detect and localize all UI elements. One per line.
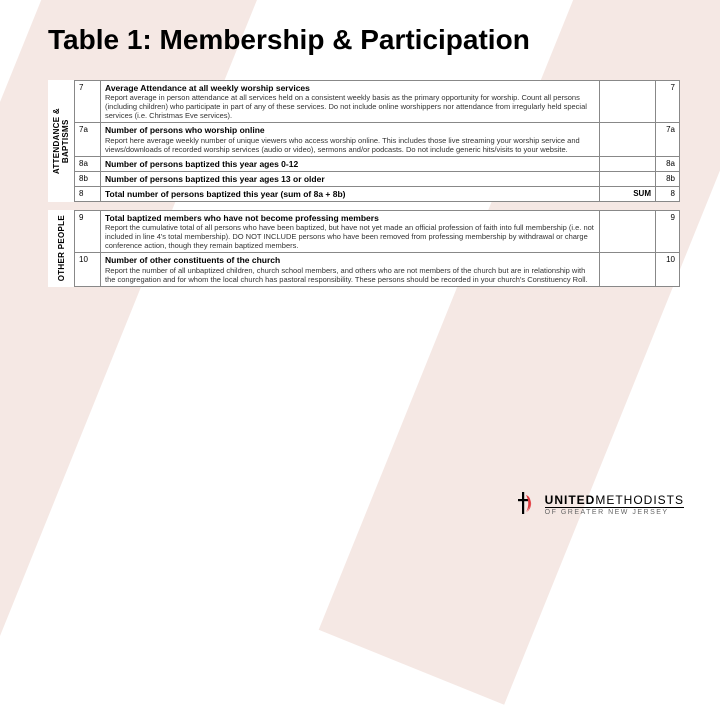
row-number-right: 7a [656,123,680,156]
row-number-right: 10 [656,253,680,286]
table-row: 10 Number of other constituents of the ch… [75,253,680,286]
row-value-cell [600,123,656,156]
page-title: Table 1: Membership & Participation [48,24,680,56]
table-row: 7 Average Attendance at all weekly worshi… [75,81,680,123]
logo: UNITEDMETHODISTS OF GREATER NEW JERSEY [518,492,684,518]
row-number: 8 [75,186,101,201]
row-sum-label: SUM [600,186,656,201]
row-title: Number of persons baptized this year age… [105,159,595,169]
row-title: Number of other constituents of the chur… [105,255,595,265]
row-number: 9 [75,211,101,253]
row-label: Number of persons who worship onlineRepo… [101,123,600,156]
table-row: 8a Number of persons baptized this year a… [75,156,680,171]
row-title: Total number of persons baptized this ye… [105,189,595,199]
row-value-cell [600,156,656,171]
row-desc: Report average in person attendance at a… [105,93,595,120]
row-label: Number of other constituents of the chur… [101,253,600,286]
row-value-cell [600,171,656,186]
table-row: 7aNumber of persons who worship onlineRe… [75,123,680,156]
row-number: 8b [75,171,101,186]
row-number-right: 8b [656,171,680,186]
flame-icon [518,492,534,518]
row-value-cell [600,253,656,286]
row-desc: Report the cumulative total of all perso… [105,223,595,250]
row-title: Total baptized members who have not beco… [105,213,595,223]
row-number: 7a [75,123,101,156]
row-label: Number of persons baptized this year age… [101,156,600,171]
table-section: ATTENDANCE & BAPTISMS7Average Attendance… [48,80,680,202]
row-label: Total baptized members who have not beco… [101,211,600,253]
row-number-right: 7 [656,81,680,123]
row-title: Average Attendance at all weekly worship… [105,83,595,93]
row-desc: Report the number of all unbaptized chil… [105,266,595,284]
logo-sub: OF GREATER NEW JERSEY [545,507,684,516]
section-table: 7 Average Attendance at all weekly worshi… [74,80,680,202]
row-number-right: 9 [656,211,680,253]
table-row: 8b Number of persons baptized this year a… [75,171,680,186]
logo-main: UNITEDMETHODISTS [545,494,684,506]
row-value-cell [600,211,656,253]
table-row: 8 Total number of persons baptized this y… [75,186,680,201]
row-number-right: 8 [656,186,680,201]
row-desc: Report here average weekly number of uni… [105,136,595,154]
row-label: Number of persons baptized this year age… [101,171,600,186]
section-side-label: OTHER PEOPLE [48,210,74,286]
row-number: 8a [75,156,101,171]
row-label: Average Attendance at all weekly worship… [101,81,600,123]
table-row: 9 Total baptized members who have not bec… [75,211,680,253]
row-number: 10 [75,253,101,286]
row-number: 7 [75,81,101,123]
section-side-label: ATTENDANCE & BAPTISMS [48,80,74,202]
row-value-cell [600,81,656,123]
row-label: Total number of persons baptized this ye… [101,186,600,201]
row-title: Number of persons baptized this year age… [105,174,595,184]
table-section: OTHER PEOPLE9Total baptized members who … [48,210,680,286]
row-title: Number of persons who worship online [105,125,595,135]
row-number-right: 8a [656,156,680,171]
section-table: 9 Total baptized members who have not bec… [74,210,680,286]
tables-container: ATTENDANCE & BAPTISMS7Average Attendance… [48,80,680,286]
slide-content: Table 1: Membership & Participation ATTE… [0,0,720,287]
